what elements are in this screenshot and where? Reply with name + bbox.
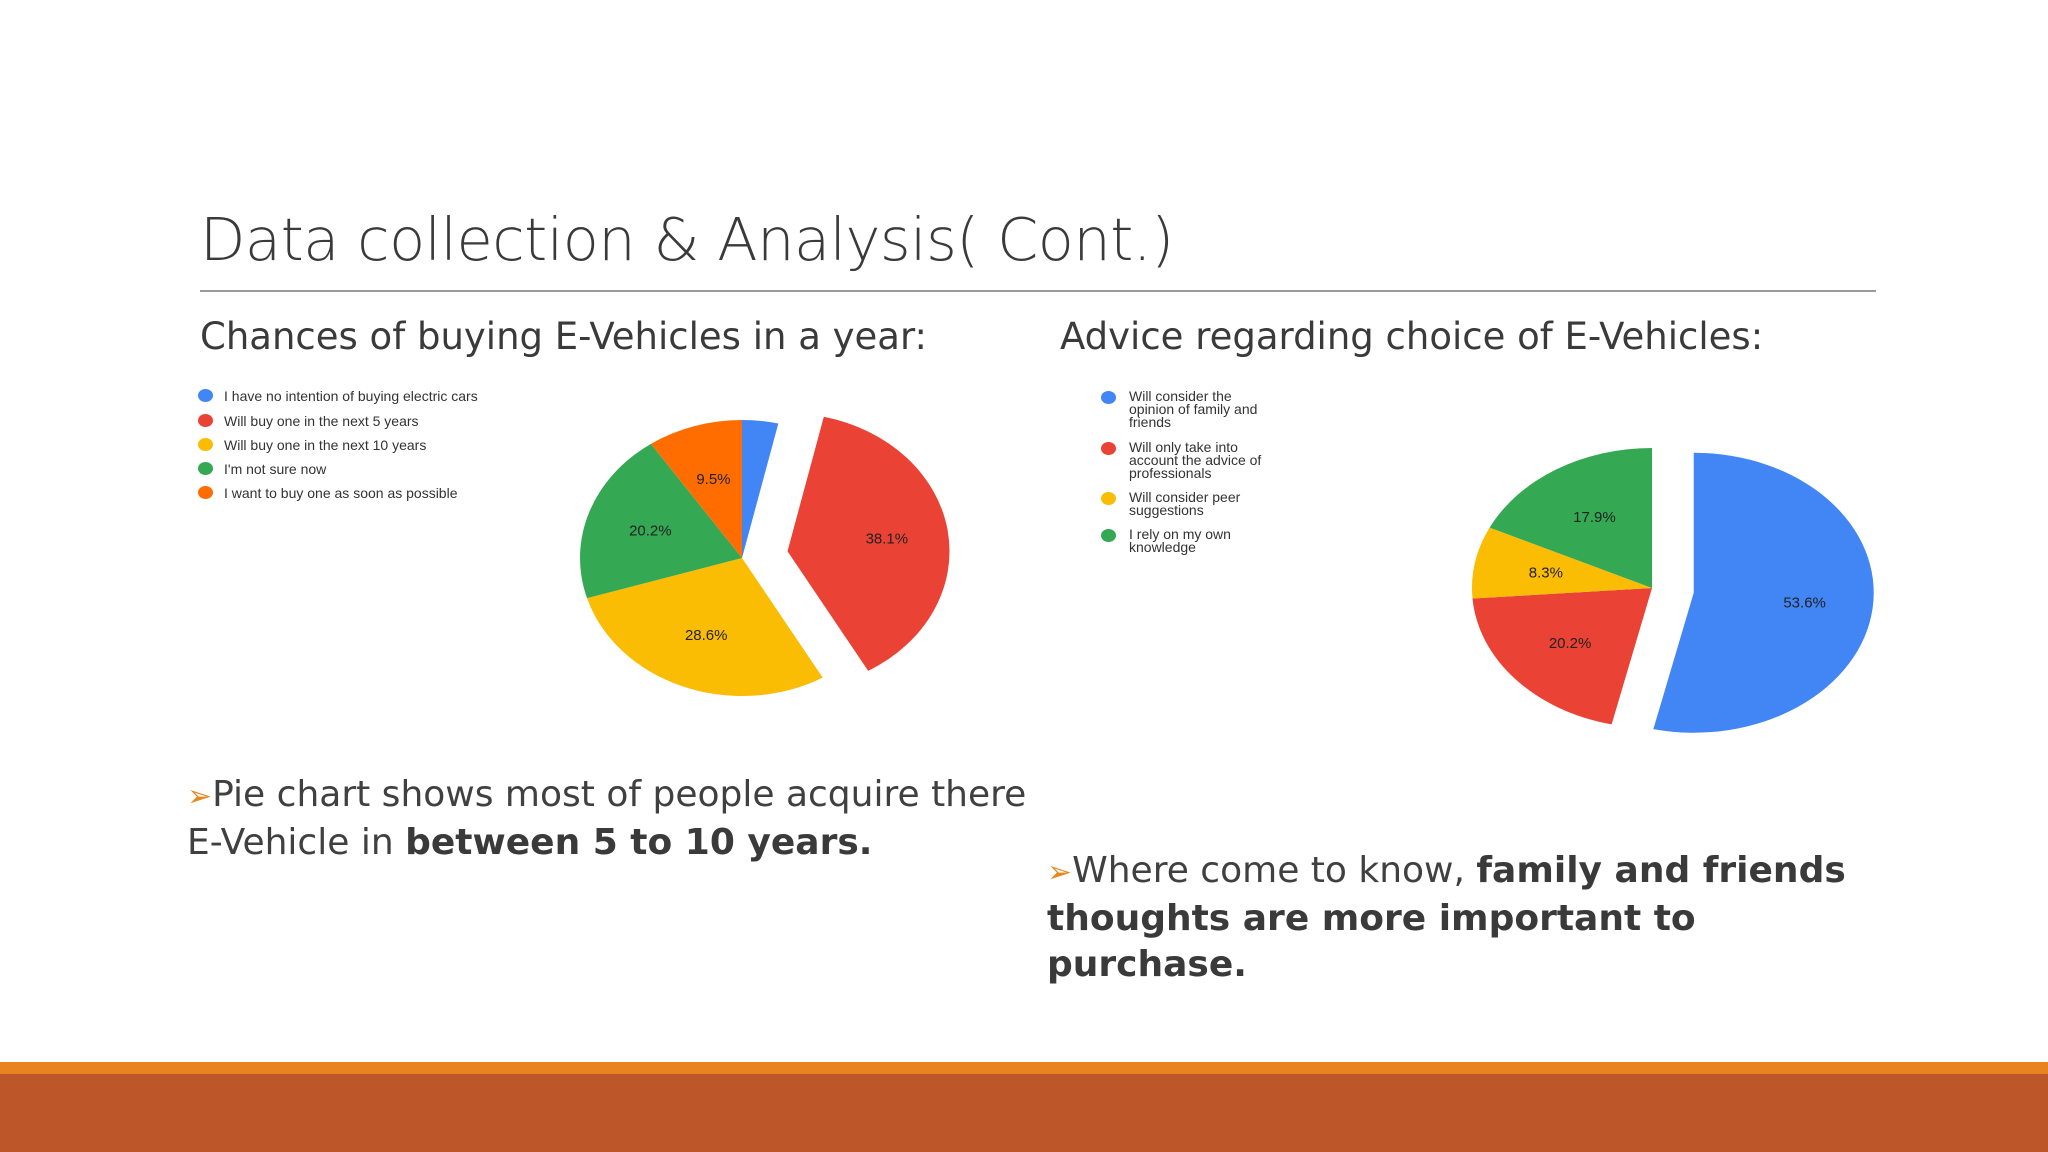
legend-label: Will consider peer suggestions bbox=[1129, 489, 1241, 518]
pie-slice-label: 28.6% bbox=[685, 627, 728, 644]
pie-slice bbox=[650, 420, 742, 558]
right-bullet-bold: family and friends thoughts are more imp… bbox=[1047, 850, 1846, 985]
legend-swatch bbox=[1101, 442, 1116, 455]
legend-label: Will buy one in the next 5 years bbox=[224, 413, 419, 429]
legend-swatch bbox=[198, 389, 213, 402]
pie-slice-label: 17.9% bbox=[1573, 509, 1616, 526]
legend-label: Will buy one in the next 10 years bbox=[224, 437, 427, 453]
legend-swatch bbox=[198, 486, 213, 499]
left-bullet: ➢Pie chart shows most of people acquire … bbox=[187, 772, 1047, 866]
pie-slice-label: 9.5% bbox=[696, 471, 730, 488]
pie-slice-label: 20.2% bbox=[629, 522, 672, 539]
left-bullet-bold: between 5 to 10 years. bbox=[405, 822, 873, 863]
title-divider bbox=[200, 290, 1876, 292]
legend-swatch bbox=[198, 438, 213, 451]
left-bullet-text: Pie chart shows most of people acquire t… bbox=[187, 774, 1027, 863]
right-bullet-text: Where come to know, bbox=[1072, 850, 1477, 891]
slide-title: Data collection & Analysis( Cont.) bbox=[200, 205, 1174, 274]
pie-slice bbox=[742, 420, 779, 558]
legend-label: Will only take into account the advice o… bbox=[1129, 439, 1262, 481]
pie-slice-label: 8.3% bbox=[1529, 565, 1563, 582]
pie-slice-label: 38.1% bbox=[866, 531, 909, 548]
pie-slice-label: 53.6% bbox=[1783, 595, 1826, 612]
pie-slice bbox=[1472, 588, 1652, 725]
legend-label: I have no intention of buying electric c… bbox=[224, 388, 478, 404]
legend-swatch bbox=[1101, 529, 1116, 542]
legend-label: I rely on my own knowledge bbox=[1129, 526, 1231, 555]
right-bullet: ➢Where come to know, family and friends … bbox=[1047, 848, 1847, 988]
pie-slice bbox=[787, 416, 950, 671]
pie-slice bbox=[580, 443, 742, 599]
legend-swatch bbox=[1101, 492, 1116, 505]
legend-label: I want to buy one as soon as possible bbox=[224, 485, 458, 501]
footer-accent-bar bbox=[0, 1062, 2048, 1074]
pie-slice bbox=[1653, 452, 1874, 733]
legend-swatch bbox=[1101, 391, 1116, 404]
pie-slice bbox=[1472, 527, 1652, 599]
pie-slice-label: 20.2% bbox=[1549, 635, 1592, 652]
footer-bar bbox=[0, 1074, 2048, 1152]
arrow-bullet-icon: ➢ bbox=[1047, 855, 1073, 890]
left-chart-subtitle: Chances of buying E-Vehicles in a year: bbox=[200, 315, 927, 358]
arrow-bullet-icon: ➢ bbox=[187, 779, 213, 814]
pie-slice bbox=[587, 558, 823, 696]
legend-swatch bbox=[198, 414, 213, 427]
right-chart-subtitle: Advice regarding choice of E-Vehicles: bbox=[1060, 315, 1764, 358]
left-pie-chart: 38.1% 28.6% 20.2% 9.5% bbox=[580, 416, 950, 696]
legend-swatch bbox=[198, 462, 213, 475]
pie-slice bbox=[1489, 448, 1652, 588]
right-pie-chart: 53.6% 20.2% 8.3% 17.9% bbox=[1472, 448, 1874, 733]
legend-label: I'm not sure now bbox=[224, 461, 327, 477]
legend-label: Will consider the opinion of family and … bbox=[1129, 388, 1258, 430]
